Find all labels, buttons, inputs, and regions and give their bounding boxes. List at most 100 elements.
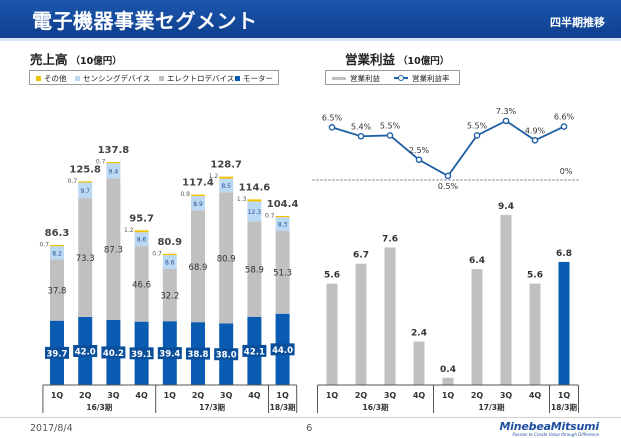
profit-bar: [326, 283, 338, 385]
sales-bar-electro: [247, 221, 262, 317]
margin-point: [386, 132, 394, 139]
sales-tick-label: 4Q: [248, 391, 261, 400]
profit-bar: [442, 377, 454, 385]
sales-total-label: 117.4: [182, 178, 214, 189]
legend-label: エレクトロデバイス: [167, 74, 235, 83]
margin-data-label: 7.3%: [496, 107, 517, 116]
header-bar: 電子機器事業セグメント 四半期推移: [0, 0, 621, 38]
margin-data-label: 2.5%: [409, 146, 430, 155]
margin-point: [531, 137, 539, 144]
sales-tick-label: 1Q: [164, 391, 177, 400]
margin-point: [357, 132, 365, 140]
sales-label-bg: [270, 343, 295, 356]
sales-data-label: 40.2: [103, 349, 124, 359]
legend-swatch: [159, 76, 164, 81]
sales-data-label: 68.9: [189, 263, 208, 273]
profit-group-label: 17/3期: [479, 402, 505, 412]
sales-total-label: 80.9: [157, 237, 182, 248]
sales-bar-electro: [106, 178, 121, 320]
sales-data-label: 9.4: [109, 168, 119, 175]
sales-bar-other: [106, 162, 121, 164]
margin-point: [415, 156, 423, 164]
sales-data-label: 8.5: [221, 183, 231, 190]
margin-point: [444, 172, 452, 180]
sales-bar-sensing: [219, 178, 234, 193]
sales-data-label: 0.7: [152, 250, 162, 257]
page-title: 電子機器事業セグメント: [32, 9, 258, 33]
sales-data-label: 0.7: [39, 241, 49, 248]
sales-group-label: 18/3期: [270, 402, 296, 412]
profit-bar: [500, 214, 512, 385]
margin-point: [473, 132, 481, 139]
sales-total-label: 86.3: [45, 228, 70, 239]
sales-data-label: 1.3: [237, 196, 247, 203]
sales-bar-other: [78, 181, 93, 183]
margin-data-label: 6.5%: [322, 113, 343, 122]
sales-tick-label: 3Q: [220, 391, 233, 400]
sales-bar-other: [162, 253, 177, 256]
footer-date: 2017/8/4: [30, 423, 73, 434]
profit-bar: [355, 263, 367, 385]
profit-bar: [471, 269, 483, 385]
sales-data-label: 38.0: [216, 351, 237, 361]
sales-bar-sensing: [78, 182, 93, 199]
legend-label: 営業利益率: [412, 74, 450, 83]
legend-item-motor: モーター: [235, 73, 273, 84]
sales-bar-electro: [134, 246, 149, 322]
footer-divider: [0, 417, 621, 418]
sales-total-label: 125.8: [69, 164, 101, 175]
legend-label: 営業利益: [350, 74, 380, 83]
sales-label-bg: [214, 348, 239, 361]
sales-data-label: 8.3: [278, 221, 288, 228]
profit-tick-label: 4Q: [529, 391, 542, 400]
sales-tick-label: 1Q: [276, 391, 289, 400]
profit-data-label: 6.4: [469, 256, 485, 266]
sales-bar-electro: [50, 259, 64, 321]
profit-bar: [558, 261, 570, 385]
sales-data-label: 8.6: [137, 237, 147, 244]
profit-data-label: 7.6: [382, 234, 398, 244]
logo-tagline: Passion to Create Value through Differen…: [512, 432, 599, 437]
sales-total-label: 137.8: [98, 145, 130, 156]
legend-swatch: [394, 74, 408, 82]
sales-data-label: 32.2: [160, 292, 179, 302]
profit-bar: [529, 283, 541, 385]
profit-tick-label: 4Q: [413, 391, 426, 400]
sales-bar-sensing: [162, 255, 177, 270]
sales-bar-other: [275, 215, 290, 218]
profit-tick-label: 3Q: [500, 391, 513, 400]
margin-data-label: 5.5%: [380, 121, 401, 130]
margin-data-label: 0.5%: [438, 182, 459, 191]
sales-bar-other: [219, 176, 234, 179]
margin-point: [502, 117, 510, 125]
sales-data-label: 73.3: [76, 254, 95, 264]
profit-group-label: 16/3期: [363, 402, 389, 412]
sales-bar-sensing: [134, 232, 149, 247]
sales-data-label: 1.2: [209, 173, 219, 180]
sales-label-bg: [129, 347, 154, 360]
sales-bar-other: [191, 194, 205, 197]
sales-label-bg: [73, 344, 98, 357]
profit-tick-label: 1Q: [326, 391, 339, 400]
profit-bar: [384, 247, 396, 385]
logo-brand: MinebeaMitsumi: [499, 420, 599, 433]
profit-section-title: 営業利益 （10億円）: [345, 49, 449, 68]
profit-data-label: 2.4: [411, 329, 427, 339]
sales-data-label: 42.1: [244, 347, 265, 357]
sales-bar-other: [50, 244, 64, 247]
company-logo: MinebeaMitsumi Passion to Create Value t…: [499, 420, 599, 437]
sales-legend: その他 センシングデバイス エレクトロデバイス モーター: [29, 70, 279, 85]
sales-data-label: 39.1: [131, 350, 152, 360]
profit-data-label: 5.6: [324, 271, 340, 281]
profit-data-label: 6.8: [556, 249, 572, 259]
sales-total-label: 114.6: [239, 182, 271, 193]
sales-data-label: 12.3: [248, 209, 262, 216]
profit-tick-label: 3Q: [384, 391, 397, 400]
profit-data-label: 9.4: [498, 202, 514, 212]
sales-title-text: 売上高: [30, 52, 68, 67]
margin-point: [328, 124, 336, 131]
legend-swatch: [235, 76, 240, 81]
profit-data-label: 5.6: [527, 271, 543, 281]
sales-data-label: 8.9: [193, 201, 203, 208]
